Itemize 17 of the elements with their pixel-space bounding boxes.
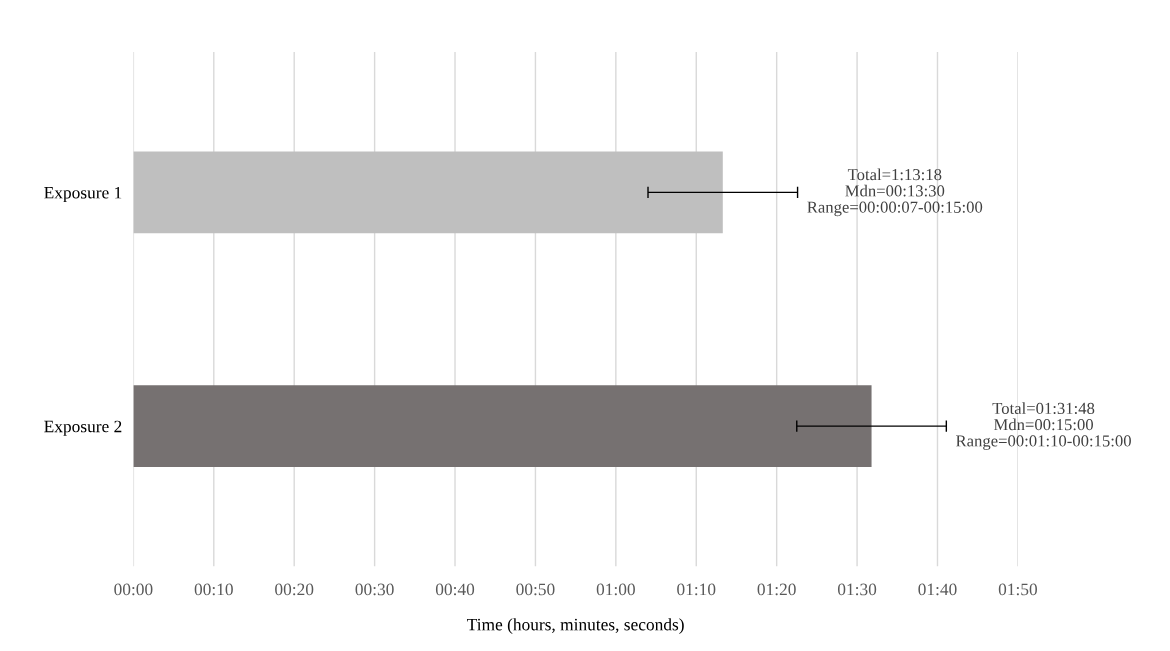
- x-tick-label: 00:10: [194, 583, 233, 596]
- x-tick-label: 00:40: [435, 583, 475, 596]
- x-tick-label: 01:10: [677, 583, 716, 596]
- x-tick-label: 00:30: [355, 583, 394, 596]
- x-tick-label: 01:00: [596, 583, 635, 596]
- annotation: Total=01:31:48 Mdn=00:15:00 Range=00:01:10-00:15:00: [956, 402, 1131, 450]
- y-tick-label: Exposure 2: [44, 420, 122, 436]
- x-tick-label: 01:30: [837, 583, 877, 596]
- x-tick-label: 00:00: [114, 583, 153, 596]
- y-tick-label: Exposure 1: [44, 186, 122, 203]
- x-tick-label: 01:40: [918, 583, 957, 596]
- x-tick-label: 00:20: [275, 583, 314, 596]
- annotation: Total=1:13:18 Mdn=00:13:30 Range=00:00:07-00:15:00: [807, 168, 983, 217]
- x-tick-label: 00:50: [516, 583, 555, 596]
- x-tick-label: 01:20: [757, 583, 796, 596]
- x-axis-title: Time (hours, minutes, seconds): [467, 618, 684, 634]
- x-tick-label: 01:50: [998, 583, 1038, 596]
